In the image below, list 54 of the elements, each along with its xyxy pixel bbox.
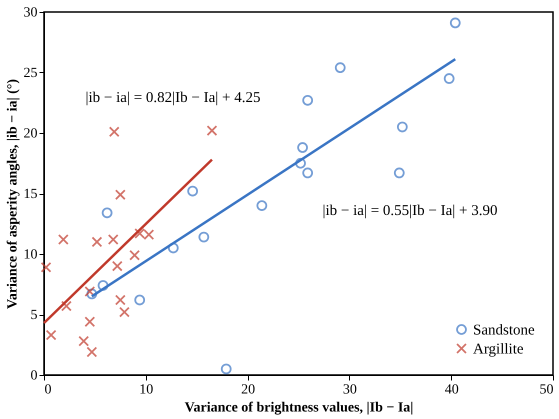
point	[450, 18, 461, 28]
point	[198, 232, 210, 242]
y-tick-label: 10	[24, 248, 38, 262]
point	[206, 125, 218, 136]
x-axis-title: Variance of brightness values, |Ib − Ia|	[184, 400, 414, 416]
annotation: |ib − ia| = 0.82|Ib − Ia| + 4.25	[86, 90, 260, 106]
point	[168, 242, 179, 254]
point	[256, 200, 268, 211]
point	[92, 236, 102, 248]
legend-label: Argillite	[473, 342, 524, 358]
annotation: |ib − ia| = 0.55|Ib − Ia| + 3.90	[322, 203, 498, 219]
point	[295, 158, 306, 169]
point	[134, 294, 146, 306]
point	[108, 234, 119, 245]
y-axis-title: Variance of asperity angles, |ib − ia| (°)	[6, 78, 20, 309]
y-tick-label: 25	[24, 66, 38, 81]
point	[114, 294, 126, 306]
point	[112, 260, 123, 272]
point	[129, 250, 140, 261]
point	[86, 346, 98, 358]
x-tick-label: 20	[241, 382, 256, 398]
point	[78, 336, 90, 346]
point	[40, 262, 52, 273]
x-tick-label: 50	[540, 382, 554, 398]
point	[102, 207, 112, 218]
x-tick-label: 40	[444, 382, 459, 398]
y-tick-label: 30	[24, 6, 38, 20]
x-tick-label: 0	[44, 382, 52, 398]
point	[302, 168, 314, 178]
legend-label: Sandstone	[473, 322, 536, 338]
x-tick-label: 30	[342, 382, 357, 398]
point	[58, 234, 69, 245]
point	[108, 126, 120, 138]
y-tick-label: 5	[30, 308, 38, 323]
y-tick-label: 20	[24, 126, 38, 142]
point	[114, 189, 126, 200]
point	[84, 286, 96, 297]
point	[187, 186, 198, 196]
point	[86, 288, 98, 300]
point	[119, 306, 130, 318]
point	[302, 94, 314, 106]
point	[394, 168, 405, 178]
point	[334, 62, 346, 74]
point	[98, 280, 108, 291]
point	[297, 142, 308, 153]
point	[46, 330, 56, 340]
x-tick-label: 10	[139, 382, 154, 398]
point	[220, 364, 232, 374]
point	[61, 300, 72, 312]
y-tick-label: 15	[24, 187, 38, 202]
point	[396, 122, 408, 132]
point	[84, 316, 96, 328]
point	[444, 73, 455, 84]
y-tick-label: 0	[30, 368, 38, 384]
